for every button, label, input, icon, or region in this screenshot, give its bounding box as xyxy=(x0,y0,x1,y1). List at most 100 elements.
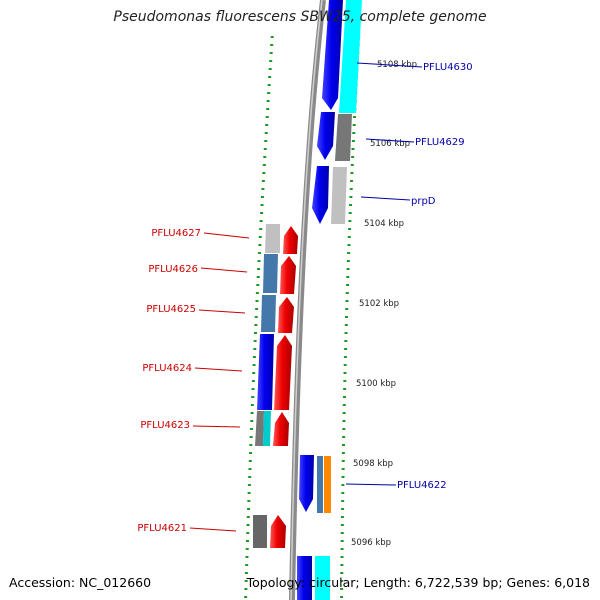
gene-arrow-pflu4624-red[interactable] xyxy=(274,335,292,410)
scale-tick xyxy=(353,116,357,118)
scale-tick xyxy=(342,404,346,406)
scale-tick xyxy=(246,524,250,526)
gene-arrow-pflu4629[interactable] xyxy=(317,112,335,160)
scale-tick xyxy=(348,220,352,222)
scale-tick xyxy=(254,324,258,326)
scale-tick xyxy=(347,244,351,246)
scale-tick xyxy=(244,596,248,598)
scale-tick xyxy=(346,284,350,286)
scale-tick xyxy=(341,468,345,470)
gene-label-pflu4625[interactable]: PFLU4625 xyxy=(146,304,196,315)
label-leader xyxy=(200,267,248,273)
scale-tick xyxy=(342,436,346,438)
scale-tick xyxy=(340,540,344,542)
scale-tick xyxy=(256,284,260,286)
gene-label-pflu4624[interactable]: PFLU4624 xyxy=(142,363,192,374)
gene-label-pflu4630[interactable]: PFLU4630 xyxy=(423,62,473,73)
gene-arrow-next[interactable] xyxy=(297,556,312,600)
gene-arrow-pflu4626[interactable] xyxy=(280,256,296,294)
gene-arrow-pflu4621[interactable] xyxy=(270,515,286,548)
scale-tick xyxy=(345,308,349,310)
scale-tick xyxy=(254,316,258,318)
scale-label: 5100 kbp xyxy=(356,379,396,389)
cog-bar-next xyxy=(315,556,330,600)
label-leader xyxy=(198,309,246,314)
scale-tick xyxy=(342,428,346,430)
scale-tick xyxy=(351,156,355,158)
scale-tick xyxy=(270,44,274,46)
gene-label-pflu4629[interactable]: PFLU4629 xyxy=(415,137,465,148)
scale-tick xyxy=(340,564,344,566)
scale-tick xyxy=(259,220,263,222)
gene-label-pflu4621[interactable]: PFLU4621 xyxy=(137,523,187,534)
scale-tick xyxy=(247,508,251,510)
scale-tick xyxy=(246,516,250,518)
scale-tick xyxy=(252,372,256,374)
scale-tick xyxy=(262,172,266,174)
cog-bar-pflu4622-a xyxy=(317,456,323,513)
topology-text: Topology: circular; Length: 6,722,539 bp… xyxy=(246,575,590,590)
label-leader xyxy=(345,483,397,486)
gene-arrow-pflu4625[interactable] xyxy=(278,297,294,333)
gene-arrow-pflu4624 xyxy=(257,334,274,410)
scale-tick xyxy=(346,268,350,270)
scale-tick xyxy=(252,356,256,358)
scale-tick xyxy=(340,516,344,518)
genome-backbone-highlight xyxy=(290,0,323,600)
scale-tick xyxy=(245,556,249,558)
scale-tick xyxy=(340,532,344,534)
scale-tick xyxy=(342,444,346,446)
scale-tick xyxy=(352,124,356,126)
scale-tick xyxy=(256,276,260,278)
scale-tick xyxy=(248,460,252,462)
scale-tick xyxy=(341,484,345,486)
gene-label-pflu4626[interactable]: PFLU4626 xyxy=(148,264,198,275)
scale-tick xyxy=(344,332,348,334)
gene-arrow-pflu4630[interactable] xyxy=(322,0,343,110)
gene-label-prpd[interactable]: prpD xyxy=(411,196,436,207)
scale-tick xyxy=(340,572,344,574)
scale-tick xyxy=(265,124,269,126)
cog-bar-pflu4621 xyxy=(253,515,267,548)
scale-tick xyxy=(251,396,255,398)
scale-tick xyxy=(250,404,254,406)
scale-tick xyxy=(260,212,264,214)
scale-label: 5098 kbp xyxy=(353,459,393,469)
genome-title: Pseudomonas fluorescens SBW25, complete … xyxy=(113,9,487,25)
scale-tick xyxy=(265,116,269,118)
scale-tick xyxy=(251,380,255,382)
scale-tick xyxy=(341,492,345,494)
scale-tick xyxy=(258,244,262,246)
gene-arrow-prpd[interactable] xyxy=(312,166,329,224)
scale-label: 5096 kbp xyxy=(351,538,391,548)
gene-label-pflu4623[interactable]: PFLU4623 xyxy=(140,420,190,431)
scale-tick xyxy=(268,76,272,78)
scale-tick xyxy=(349,204,353,206)
scale-tick xyxy=(341,508,345,510)
scale-tick xyxy=(347,236,351,238)
scale-tick xyxy=(340,556,344,558)
gene-label-pflu4622[interactable]: PFLU4622 xyxy=(397,480,447,491)
gene-label-pflu4627[interactable]: PFLU4627 xyxy=(151,228,201,239)
scale-tick xyxy=(342,420,346,422)
forward-strand-features xyxy=(253,224,298,548)
gene-labels-right: PFLU4630 PFLU4629 prpD PFLU4622 xyxy=(345,62,473,491)
scale-tick xyxy=(258,236,262,238)
scale-tick xyxy=(255,300,259,302)
scale-tick xyxy=(342,412,346,414)
scale-tick xyxy=(249,428,253,430)
scale-tick xyxy=(344,324,348,326)
scale-tick xyxy=(341,460,345,462)
cog-bar-pflu4630 xyxy=(339,0,362,113)
scale-tick xyxy=(344,348,348,350)
scale-tick xyxy=(264,132,268,134)
scale-tick xyxy=(351,148,355,150)
gene-arrow-pflu4627[interactable] xyxy=(283,226,298,254)
label-leader xyxy=(192,425,241,428)
scale-tick xyxy=(246,532,250,534)
label-leader xyxy=(203,232,250,239)
scale-label: 5106 kbp xyxy=(370,139,410,149)
gene-arrow-pflu4623[interactable] xyxy=(273,412,289,446)
gene-arrow-pflu4622[interactable] xyxy=(299,455,314,512)
